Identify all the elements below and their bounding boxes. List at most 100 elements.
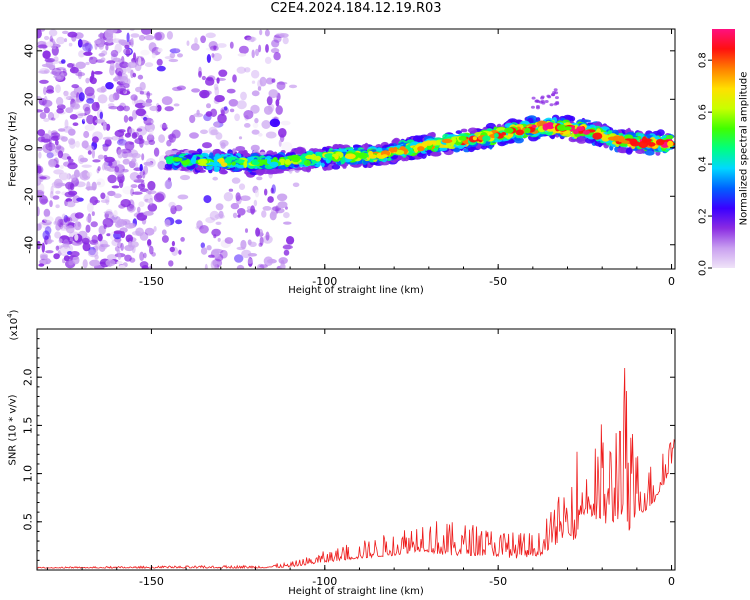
- noise-blob: [96, 181, 101, 186]
- noise-blob: [198, 66, 202, 77]
- noise-blob: [208, 254, 215, 258]
- noise-blob: [130, 37, 134, 48]
- noise-blob: [262, 206, 272, 211]
- noise-blob: [78, 50, 85, 58]
- noise-blob: [111, 136, 119, 141]
- noise-blob: [547, 95, 552, 99]
- noise-blob: [128, 128, 135, 134]
- noise-blob: [52, 195, 60, 200]
- noise-blob: [120, 219, 131, 226]
- noise-blob: [202, 150, 213, 154]
- noise-blob: [244, 67, 251, 73]
- noise-blob: [234, 113, 241, 122]
- noise-blob: [264, 29, 270, 37]
- noise-blob: [45, 250, 54, 254]
- signal-blob: [582, 130, 591, 135]
- noise-blob: [278, 139, 282, 147]
- noise-blob: [126, 32, 130, 43]
- noise-blob: [59, 165, 64, 169]
- noise-blob: [213, 45, 217, 51]
- noise-blob: [39, 253, 49, 259]
- noise-blob: [87, 150, 92, 155]
- noise-blob: [286, 236, 295, 245]
- noise-blob: [38, 70, 49, 74]
- noise-blob: [129, 257, 136, 263]
- y-tick-label: 0.5: [22, 513, 35, 531]
- noise-blob: [90, 221, 98, 228]
- noise-blob: [38, 222, 42, 229]
- noise-blob: [149, 129, 154, 136]
- noise-blob: [116, 261, 123, 265]
- noise-blob: [97, 166, 101, 172]
- noise-blob: [280, 263, 286, 269]
- noise-blob: [156, 104, 162, 112]
- signal-blob: [455, 130, 462, 135]
- noise-blob: [240, 91, 247, 101]
- noise-blob: [216, 43, 227, 48]
- x-axis-label: Height of straight line (km): [288, 586, 424, 597]
- y-tick-label: 2.0: [22, 368, 35, 386]
- noise-blob: [137, 74, 144, 80]
- signal-blob: [273, 170, 285, 174]
- signal-blob: [358, 152, 368, 159]
- noise-blob: [130, 33, 140, 38]
- noise-blob: [111, 239, 120, 247]
- noise-blob: [78, 39, 89, 47]
- noise-blob: [86, 171, 93, 177]
- noise-blob: [109, 62, 115, 71]
- noise-blob: [196, 109, 200, 116]
- noise-blob: [107, 174, 117, 184]
- noise-blob: [140, 171, 144, 176]
- x-tick-label: 0: [668, 275, 675, 288]
- noise-blob: [239, 195, 251, 201]
- noise-blob: [283, 249, 290, 256]
- noise-blob: [204, 263, 208, 269]
- noise-blob: [113, 193, 122, 199]
- noise-blob: [279, 134, 285, 143]
- noise-blob: [125, 234, 133, 243]
- noise-blob: [120, 242, 124, 251]
- noise-blob: [61, 59, 66, 64]
- noise-blob: [43, 216, 54, 223]
- noise-blob: [119, 75, 129, 85]
- noise-blob: [148, 265, 153, 269]
- noise-blob: [41, 99, 53, 107]
- noise-blob: [147, 180, 156, 191]
- x-tick-label: -150: [139, 575, 164, 588]
- noise-blob: [201, 75, 206, 81]
- noise-blob: [39, 67, 50, 75]
- noise-blob: [38, 151, 42, 159]
- noise-blob: [111, 38, 122, 43]
- noise-blob: [102, 143, 109, 152]
- signal-blob: [472, 136, 477, 141]
- noise-blob: [169, 246, 175, 253]
- noise-blob: [86, 215, 92, 223]
- noise-blob: [530, 105, 535, 109]
- signal-blob: [576, 137, 587, 144]
- noise-blob: [55, 245, 60, 251]
- noise-blob: [136, 128, 143, 132]
- signal-blob: [607, 136, 619, 141]
- snr-frame: [36, 328, 676, 571]
- noise-blob: [143, 211, 154, 216]
- noise-blob: [212, 176, 218, 181]
- noise-blob: [79, 157, 89, 163]
- noise-blob: [288, 84, 298, 89]
- y-tick-label: 1.5: [22, 417, 35, 435]
- noise-blob: [259, 76, 267, 87]
- noise-blob: [78, 92, 85, 102]
- noise-blob: [144, 34, 155, 41]
- signal-blob: [257, 159, 268, 163]
- noise-blob: [71, 34, 77, 42]
- noise-blob: [124, 44, 130, 49]
- noise-blob: [89, 259, 101, 267]
- noise-blob: [100, 199, 110, 204]
- signal-blob: [234, 159, 246, 164]
- noise-blob: [269, 211, 277, 221]
- noise-blob: [535, 106, 540, 110]
- noise-blob: [88, 56, 98, 65]
- noise-blob: [49, 35, 53, 44]
- noise-blob: [544, 100, 549, 104]
- noise-blob: [229, 108, 235, 113]
- y-tick-label: 20: [23, 92, 36, 106]
